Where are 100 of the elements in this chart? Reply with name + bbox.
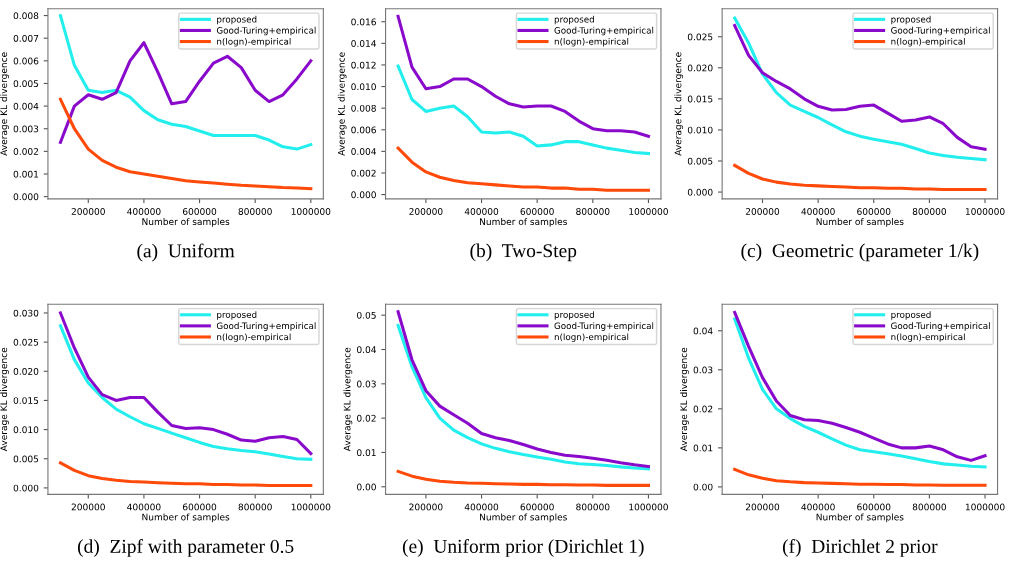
y-tick-label: 0.05 <box>357 311 376 319</box>
x-tick-label: 600000 <box>520 208 554 215</box>
x-tick-label: 800000 <box>238 503 272 511</box>
legend-label: proposed <box>217 15 257 25</box>
x-tick-label: 400000 <box>464 208 499 215</box>
y-tick-label: 0.014 <box>351 40 377 47</box>
legend-label: proposed <box>891 311 931 320</box>
line-series <box>58 97 313 191</box>
y-axis-title: Average KL divergence <box>674 52 684 156</box>
y-tick-label: 0.03 <box>357 380 376 388</box>
x-axis-title: Number of samples <box>480 218 567 227</box>
x-tick-label: 600000 <box>857 503 891 511</box>
y-tick-label: 0.04 <box>693 327 713 335</box>
y-tick-label: 0.02 <box>357 414 376 422</box>
x-tick-label: 600000 <box>857 208 891 215</box>
x-tick-label: 600000 <box>520 503 554 511</box>
legend-label: n(logn)-empirical <box>554 37 629 47</box>
x-axis-title: Number of samples <box>480 513 567 523</box>
y-tick-label: 0.001 <box>13 170 39 178</box>
text: (d) Zipf with parameter 0.5 <box>77 539 294 557</box>
x-tick-label: 800000 <box>576 503 610 511</box>
y-tick-label: 0.003 <box>13 125 39 133</box>
x-tick-label: 1000000 <box>291 208 331 215</box>
x-tick-label: 1000000 <box>965 208 1005 215</box>
y-tick-label: 0.010 <box>13 426 39 434</box>
x-tick-label: 1000000 <box>629 208 668 215</box>
y-tick-label: 0.005 <box>687 157 713 165</box>
legend-label: Good-Turing+empirical <box>891 322 990 331</box>
y-tick-label: 0.01 <box>357 449 376 457</box>
y-tick-label: 0.005 <box>13 80 39 88</box>
x-axis-title: Number of samples <box>816 218 904 227</box>
y-axis-title: Average KL divergence <box>680 347 689 452</box>
y-tick-label: 0.006 <box>13 57 39 65</box>
legend-label: Good-Turing+empirical <box>554 26 654 36</box>
x-tick-label: 200000 <box>409 208 443 215</box>
line-series <box>396 146 650 192</box>
line-series <box>396 64 650 156</box>
y-tick-label: 0.012 <box>351 61 376 69</box>
legend-label: Good-Turing+empirical <box>891 26 990 36</box>
legend-label: proposed <box>217 311 257 320</box>
y-tick-label: 0.00 <box>357 483 376 491</box>
y-tick-label: 0.000 <box>13 484 39 492</box>
line-series <box>733 163 987 192</box>
legend-label: proposed <box>891 15 931 25</box>
y-axis-title: Average KL divergence <box>343 347 353 452</box>
legend-label: n(logn)-empirical <box>554 333 629 342</box>
x-tick-label: 400000 <box>127 503 161 511</box>
y-tick-label: 0.000 <box>351 191 376 199</box>
text: (e) Uniform prior (Dirichlet 1) <box>402 539 644 557</box>
x-tick-label: 800000 <box>912 208 947 215</box>
legend-label: proposed <box>554 15 594 25</box>
y-tick-label: 0.002 <box>13 148 39 155</box>
y-tick-label: 0.03 <box>693 366 713 374</box>
legend-label: n(logn)-empirical <box>217 333 291 342</box>
y-tick-label: 0.004 <box>13 102 39 110</box>
x-axis-title: Number of samples <box>816 513 904 523</box>
x-tick-label: 400000 <box>464 503 499 511</box>
y-tick-label: 0.015 <box>687 95 713 103</box>
y-tick-label: 0.04 <box>357 346 377 354</box>
line-series <box>733 467 987 487</box>
legend-label: n(logn)-empirical <box>891 37 965 47</box>
text: (a) Uniform <box>137 243 235 262</box>
y-tick-label: 0.002 <box>351 169 376 177</box>
x-tick-label: 200000 <box>71 503 105 511</box>
x-tick-label: 200000 <box>745 208 780 215</box>
y-tick-label: 0.025 <box>13 338 39 346</box>
y-tick-label: 0.02 <box>693 405 713 413</box>
y-tick-label: 0.004 <box>351 148 377 155</box>
x-axis-title: Number of samples <box>142 218 230 227</box>
y-tick-label: 0.006 <box>351 126 376 134</box>
text: (f) Dirichlet 2 prior <box>782 539 938 557</box>
legend-label: n(logn)-empirical <box>891 333 965 342</box>
y-tick-label: 0.016 <box>351 18 376 26</box>
y-tick-label: 0.008 <box>351 104 376 112</box>
y-tick-label: 0.010 <box>687 126 713 134</box>
x-tick-label: 800000 <box>576 208 610 215</box>
x-tick-label: 400000 <box>801 503 835 511</box>
y-tick-label: 0.015 <box>13 397 39 404</box>
x-tick-label: 600000 <box>182 503 217 511</box>
legend-label: Good-Turing+empirical <box>216 26 316 36</box>
legend-label: n(logn)-empirical <box>217 37 291 47</box>
y-axis-title: Average KL divergence <box>337 52 347 156</box>
text: (c) Geometric (parameter 1/k) <box>741 243 979 262</box>
y-tick-label: 0.008 <box>13 12 39 20</box>
y-tick-label: 0.020 <box>687 64 713 72</box>
y-tick-label: 0.020 <box>13 368 39 375</box>
x-tick-label: 1000000 <box>965 503 1005 511</box>
y-tick-label: 0.010 <box>351 83 376 91</box>
y-tick-label: 0.00 <box>693 483 713 491</box>
y-axis-title: Average KL divergence <box>0 52 9 156</box>
x-tick-label: 400000 <box>801 208 835 215</box>
y-tick-label: 0.000 <box>13 193 39 201</box>
y-tick-label: 0.000 <box>687 188 713 196</box>
x-tick-label: 600000 <box>182 208 217 215</box>
line-series <box>58 461 313 488</box>
y-axis-title: Average KL divergence <box>0 347 9 452</box>
y-tick-label: 0.01 <box>693 444 713 452</box>
x-tick-label: 200000 <box>409 503 443 511</box>
x-tick-label: 200000 <box>745 503 780 511</box>
legend-label: Good-Turing+empirical <box>554 322 654 331</box>
